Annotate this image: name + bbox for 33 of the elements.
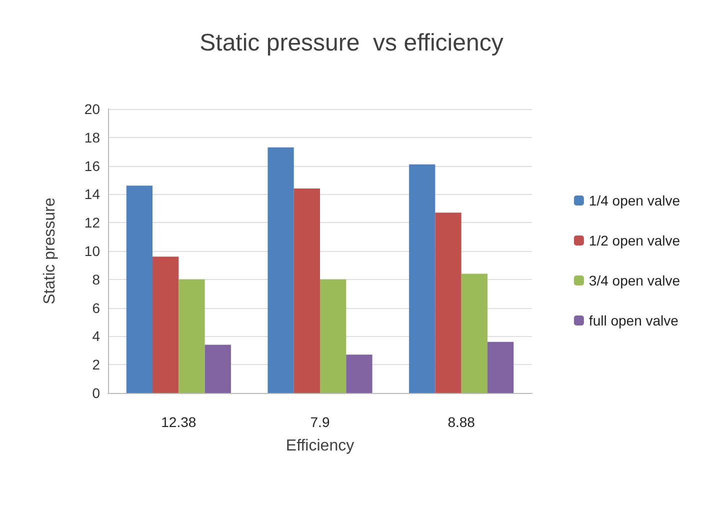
y-tick-label: 20 — [84, 101, 100, 117]
y-tick-label: 2 — [92, 356, 100, 373]
bar — [435, 212, 462, 393]
bar — [487, 342, 514, 393]
y-tick-label: 8 — [92, 271, 100, 288]
bar — [320, 279, 346, 393]
bar — [346, 354, 372, 393]
legend-label: 1/2 open valve — [588, 232, 680, 248]
x-tick-label: 12.38 — [161, 414, 196, 430]
bar — [178, 279, 205, 393]
y-tick-label: 12 — [84, 214, 100, 231]
chart-title: Static pressure vs efficiency — [200, 30, 504, 56]
y-tick-label: 6 — [92, 300, 100, 316]
bar — [409, 164, 436, 393]
y-tick-label: 10 — [84, 243, 100, 259]
bar — [268, 147, 294, 393]
x-tick-label: 8.88 — [448, 414, 476, 430]
y-tick-label: 16 — [84, 158, 100, 174]
y-tick-label: 4 — [92, 328, 100, 344]
bar — [294, 188, 320, 393]
x-tick-label: 7.9 — [310, 414, 330, 430]
bar — [152, 256, 179, 393]
y-tick-label: 18 — [84, 129, 100, 146]
legend-label: 1/4 open valve — [588, 192, 680, 208]
bar — [204, 344, 231, 393]
bar — [461, 274, 488, 393]
bar — [126, 186, 153, 393]
y-tick-label: 14 — [84, 186, 100, 202]
y-tick-label: 0 — [92, 385, 100, 401]
y-axis-title: Static pressure — [42, 198, 58, 304]
legend-label: 3/4 open valve — [588, 272, 680, 288]
x-axis-title: Efficiency — [286, 438, 354, 454]
legend-label: full open valve — [588, 312, 679, 328]
